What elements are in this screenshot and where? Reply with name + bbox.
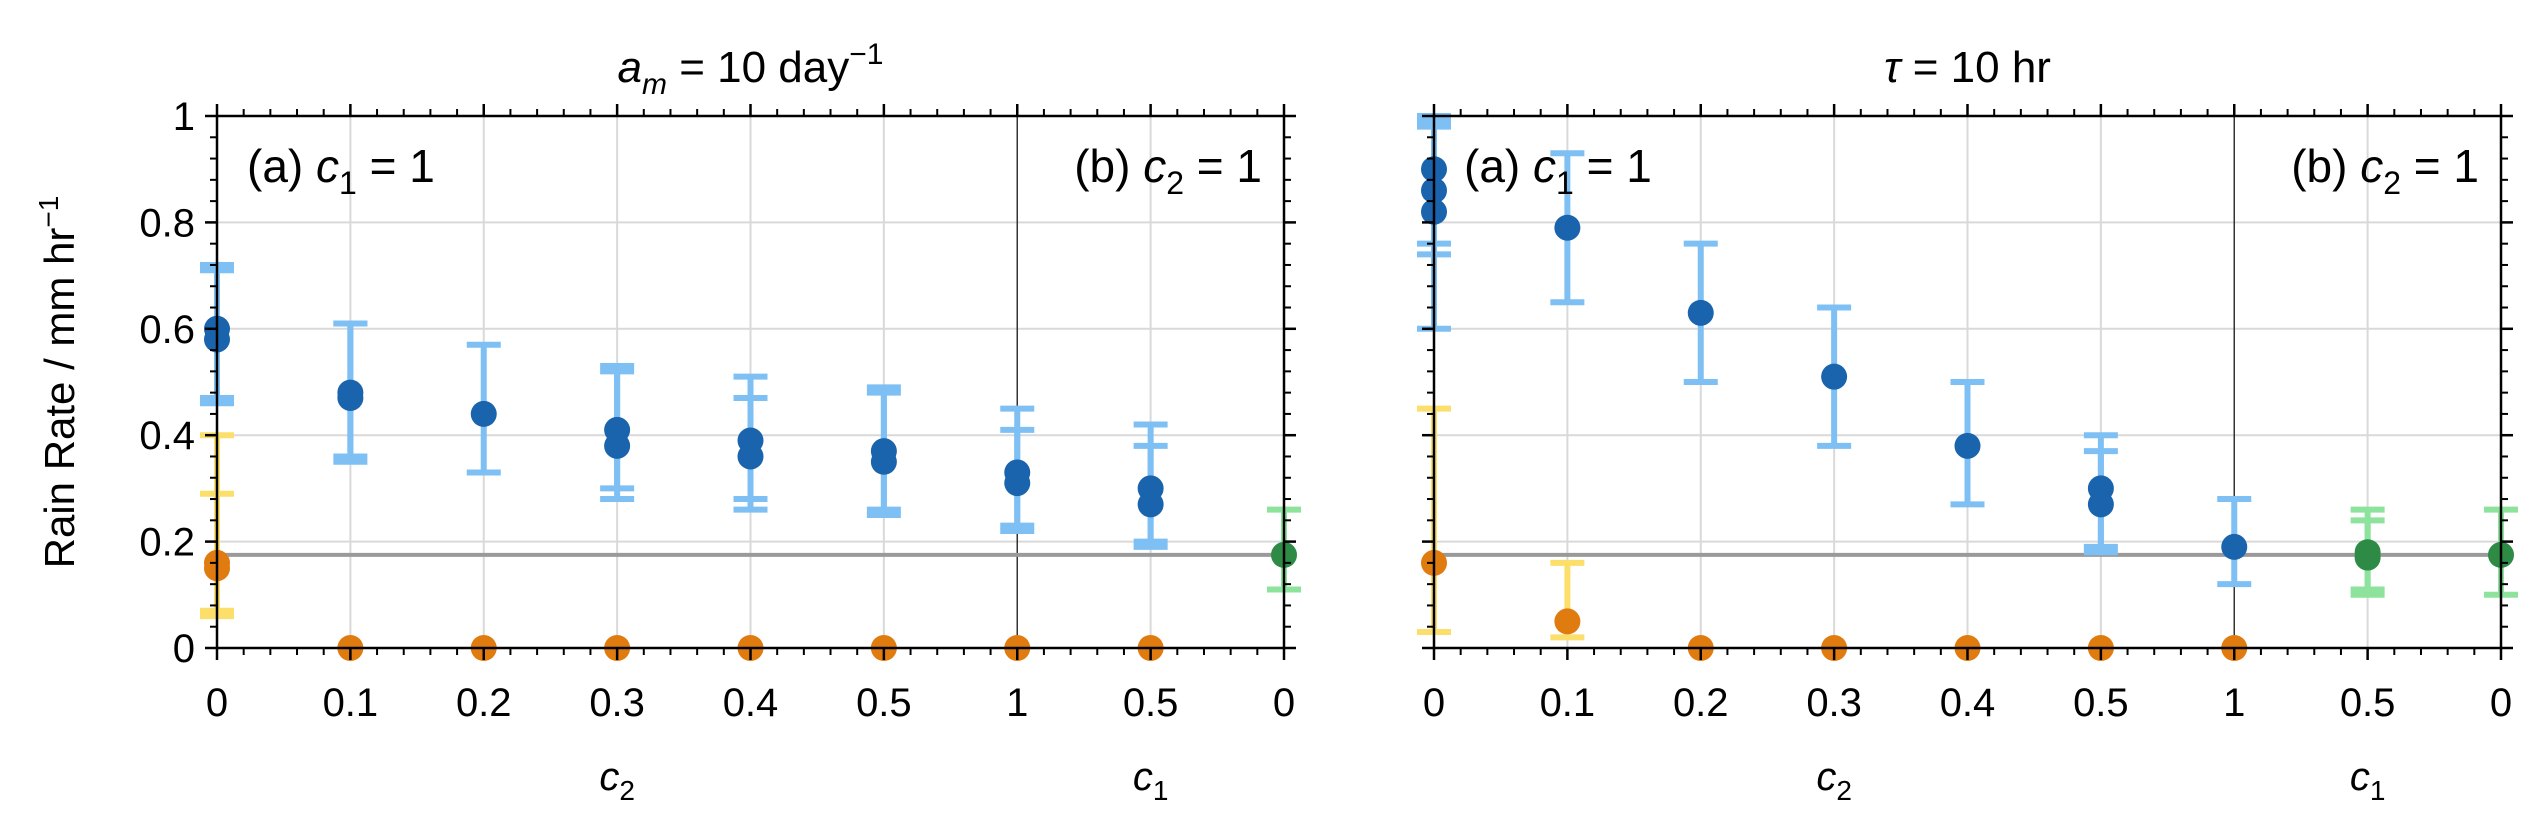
x-axis-label-var: c [2350,755,2370,799]
x-tick-label: 0 [2490,681,2512,725]
title-sup: −1 [849,38,883,71]
annotation-sub: 2 [2383,165,2401,201]
y-tick-label: 1 [173,95,195,139]
x-axis-label: c2 [599,755,635,806]
data-point-series-1 [2221,533,2248,560]
panel-annotation: (a) c1 = 1 [1464,140,1652,201]
annotation-sub: 1 [1556,165,1574,201]
x-tick-label: 0.5 [2073,681,2129,725]
annotation-var: c [1143,140,1166,192]
x-tick-label: 0.4 [723,681,779,725]
data-point-series-1 [1137,491,1164,518]
panel-annotation: (b) c2 = 1 [1074,140,1262,201]
x-axis-label-var: c [599,755,619,799]
x-tick-label: 0.1 [323,681,379,725]
x-tick-label: 0.4 [1940,681,1996,725]
x-tick-label: 0.2 [1673,681,1729,725]
x-tick-label: 0.3 [1806,681,1862,725]
x-tick-label: 1 [2223,681,2245,725]
chart-panel-1: 00.20.40.60.810 0.1 0.2 0.3 0.4 0.5 1 0.5 0c2 c1(… [33,38,1301,806]
y-tick-label: 0.4 [139,414,195,458]
title-rest: = 10 day [667,43,849,92]
data-point-series-1 [1554,214,1581,241]
x-tick-label: 0 [1423,681,1445,725]
data-point-series-1 [737,443,764,470]
x-axis-label-sub: 1 [2370,775,2386,806]
data-point-series-1 [870,448,897,475]
annotation-prefix: (b) [1074,140,1143,192]
data-point-series-1 [2087,491,2114,518]
panel-title: τ = 10 hr [1884,43,2051,92]
y-axis-label-text: Rain Rate / mm hr [36,228,83,569]
annotation-var: c [316,140,339,192]
x-tick-label: 0 [206,681,228,725]
annotation-rest: = 1 [1184,140,1262,192]
annotation-var: c [2360,140,2383,192]
data-point-series-1 [470,400,497,427]
title-var: τ [1884,43,1903,92]
x-tick-label: 0.2 [456,681,512,725]
x-axis-label-sub: 2 [619,775,635,806]
x-axis-label: c2 [1816,755,1852,806]
annotation-rest: = 1 [1574,140,1652,192]
x-axis-label-sub: 2 [1836,775,1852,806]
title-var: a [618,43,642,92]
x-tick-label: 0.5 [856,681,912,725]
data-point-series-1 [604,432,631,459]
data-point-series-1 [337,384,364,411]
annotation-rest: = 1 [2401,140,2479,192]
y-tick-label: 0.6 [139,308,195,352]
panel-annotation: (a) c1 = 1 [247,140,435,201]
x-axis-label-var: c [1133,755,1153,799]
x-tick-label: 0.5 [1123,681,1179,725]
x-tick-label: 0 [1273,681,1295,725]
panel-annotation: (b) c2 = 1 [2291,140,2479,201]
annotation-prefix: (a) [1464,140,1533,192]
x-axis-label: c1 [1133,755,1169,806]
y-tick-label: 0 [173,627,195,671]
data-point-series-2 [1554,608,1581,635]
y-axis-label: Rain Rate / mm hr−1 [33,196,83,569]
x-tick-label: 1 [1006,681,1028,725]
x-tick-label: 0.5 [2340,681,2396,725]
data-point-series-1 [1004,470,1031,497]
title-rest: = 10 hr [1901,43,2051,92]
annotation-rest: = 1 [357,140,435,192]
annotation-prefix: (a) [247,140,316,192]
y-tick-label: 0.2 [139,521,195,565]
data-point-series-1 [1687,299,1714,326]
x-axis-label-sub: 1 [1153,775,1169,806]
x-axis-label: c1 [2350,755,2386,806]
chart-panel-2: 0 0.1 0.2 0.3 0.4 0.5 1 0.5 0c2 c1(a) c1 = 1 (b) c… [1417,43,2518,806]
annotation-var: c [1533,140,1556,192]
y-axis-label-sup: −1 [33,196,64,228]
annotation-sub: 1 [339,165,357,201]
panel-title: am = 10 day−1 [618,38,884,101]
x-tick-label: 0.3 [589,681,645,725]
x-axis-label-var: c [1816,755,1836,799]
annotation-prefix: (b) [2291,140,2360,192]
data-point-series-3 [2354,544,2381,571]
annotation-sub: 2 [1166,165,1184,201]
y-tick-label: 0.8 [139,201,195,245]
title-sub: m [642,68,667,101]
data-point-series-1 [1821,363,1848,390]
x-tick-label: 0.1 [1540,681,1596,725]
data-point-series-1 [1954,432,1981,459]
